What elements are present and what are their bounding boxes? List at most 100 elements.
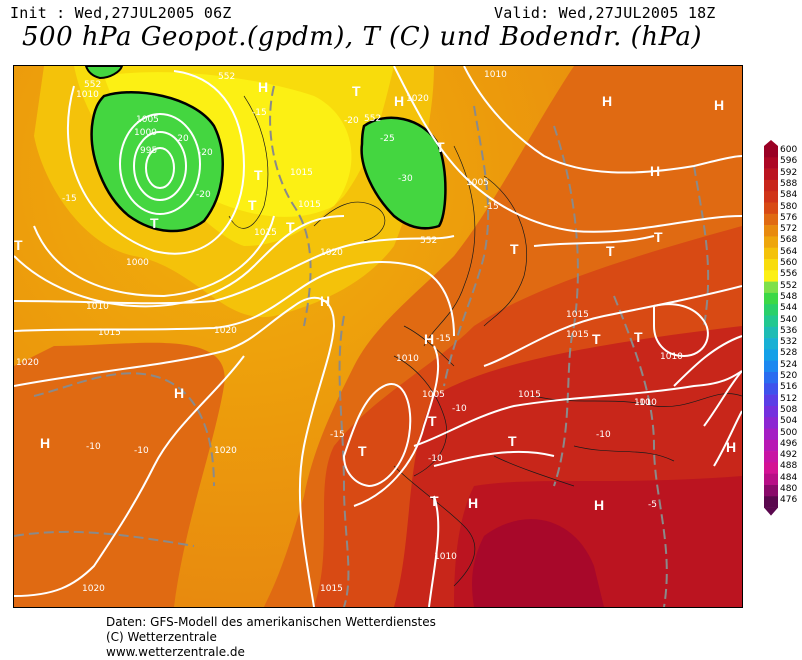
high-pressure-symbol: H — [320, 293, 330, 309]
high-pressure-symbol: H — [394, 93, 404, 109]
contour-label: 1015 — [518, 390, 541, 400]
low-pressure-symbol: T — [428, 413, 437, 429]
low-pressure-symbol: T — [352, 83, 361, 99]
contour-label: -10 — [86, 442, 101, 452]
contour-label: -25 — [380, 134, 395, 144]
legend-level-label: 596 — [780, 156, 798, 167]
legend-swatch — [764, 360, 778, 373]
contour-label: 1000 — [126, 258, 149, 268]
legend-level-label: 560 — [780, 258, 798, 268]
legend-swatch — [764, 372, 778, 384]
contour-label: 1015 — [566, 310, 589, 320]
contour-label: 1020 — [214, 446, 237, 456]
legend-level-label: 520 — [780, 371, 798, 381]
legend-swatch — [764, 146, 778, 158]
legend-swatch — [764, 304, 778, 316]
legend-level-label: 512 — [780, 393, 798, 404]
contour-label: 1015 — [320, 584, 343, 594]
low-pressure-symbol: T — [510, 241, 519, 257]
legend-swatch — [764, 191, 778, 203]
map-title: 500 hPa Geopot.(gpdm), T (C) und Bodendr… — [22, 22, 703, 52]
legend-level-label: 484 — [780, 472, 798, 483]
legend-swatch — [764, 236, 778, 248]
contour-label: 1015 — [290, 168, 313, 178]
contour-label: 1010 — [634, 398, 657, 408]
high-pressure-symbol: H — [40, 435, 50, 451]
legend-swatch — [764, 247, 778, 260]
contour-label: 552 — [84, 80, 101, 90]
legend-level-label: 504 — [780, 416, 798, 427]
contour-label: 1000 — [134, 128, 157, 138]
contour-label: 1020 — [406, 94, 429, 104]
valid-time: Valid: Wed,27JUL2005 18Z — [494, 4, 716, 22]
contour-label: 1010 — [660, 352, 683, 362]
legend-swatch — [764, 202, 778, 215]
color-legend — [764, 140, 778, 516]
contour-label: -20 — [196, 190, 211, 200]
low-pressure-symbol: T — [592, 331, 601, 347]
legend-level-label: 592 — [780, 167, 798, 178]
low-pressure-symbol: T — [286, 219, 295, 235]
high-pressure-symbol: H — [424, 331, 434, 347]
legend-swatch — [764, 179, 778, 192]
legend-swatch — [764, 485, 778, 497]
legend-top-arrow — [764, 140, 778, 146]
field-596 — [472, 519, 604, 607]
contour-label: 1020 — [320, 248, 343, 258]
legend-swatch — [764, 270, 778, 282]
map-labels: 1010 1005 1000 995 1000 -20 -20 -20 -15 -15 -20 -25… — [14, 70, 736, 594]
low-pressure-symbol: T — [430, 493, 439, 509]
legend-level-label: 568 — [780, 235, 798, 246]
contour-label: 552 — [218, 72, 235, 82]
footer: Daten: GFS-Modell des amerikanischen Wet… — [106, 615, 436, 660]
high-pressure-symbol: H — [258, 79, 268, 95]
isobars — [14, 66, 742, 607]
legend-swatch — [764, 259, 778, 271]
contour-label: 1015 — [98, 328, 121, 338]
legend-level-label: 532 — [780, 337, 798, 348]
contour-label: -15 — [62, 194, 77, 204]
low-pressure-symbol: T — [654, 229, 663, 245]
legend-swatch — [764, 428, 778, 441]
contour-label: -10 — [134, 446, 149, 456]
low-pressure-symbol: T — [508, 433, 517, 449]
contour-label: 1010 — [484, 70, 507, 80]
legend-level-label: 600 — [780, 145, 798, 155]
legend-level-label: 556 — [780, 269, 798, 280]
legend-level-label: 580 — [780, 201, 798, 212]
contour-label: -15 — [252, 108, 267, 118]
legend-swatch — [764, 462, 778, 474]
legend-swatch — [764, 213, 778, 226]
contour-label: -20 — [198, 148, 213, 158]
contour-label: -20 — [174, 134, 189, 144]
legend-swatch — [764, 349, 778, 361]
contour-label: -20 — [344, 116, 359, 126]
low-pressure-symbol: T — [436, 139, 445, 155]
legend-swatch — [764, 338, 778, 350]
high-pressure-symbol: H — [650, 163, 660, 179]
high-pressure-symbol: H — [174, 385, 184, 401]
contour-label: 1005 — [466, 178, 489, 188]
contour-label: -10 — [636, 398, 651, 408]
legend-level-label: 572 — [780, 224, 798, 235]
footer-data-source: Daten: GFS-Modell des amerikanischen Wet… — [106, 615, 436, 629]
low-pressure-symbol: T — [14, 237, 23, 253]
legend-level-label: 516 — [780, 382, 798, 393]
contour-label: -30 — [398, 174, 413, 184]
low-green-north — [84, 66, 124, 80]
contour-label: 552 — [364, 114, 381, 124]
legend-swatch — [764, 405, 778, 418]
legend-level-label: 564 — [780, 246, 798, 257]
contour-label: 1010 — [396, 354, 419, 364]
legend-level-label: 492 — [780, 450, 798, 461]
low-pressure-symbol: T — [254, 167, 263, 183]
low-pressure-symbol: T — [150, 215, 159, 231]
legend-swatch — [764, 225, 778, 237]
contour-label: 552 — [420, 236, 437, 246]
contour-label: 1010 — [434, 552, 457, 562]
low-pressure-symbol: T — [606, 243, 615, 259]
legend-swatch — [764, 326, 778, 339]
weather-map: 1010 1005 1000 995 1000 -20 -20 -20 -15 -15 -20 -25… — [13, 65, 743, 608]
legend-level-label: 524 — [780, 359, 798, 370]
footer-copyright: (C) Wetterzentrale — [106, 630, 217, 644]
